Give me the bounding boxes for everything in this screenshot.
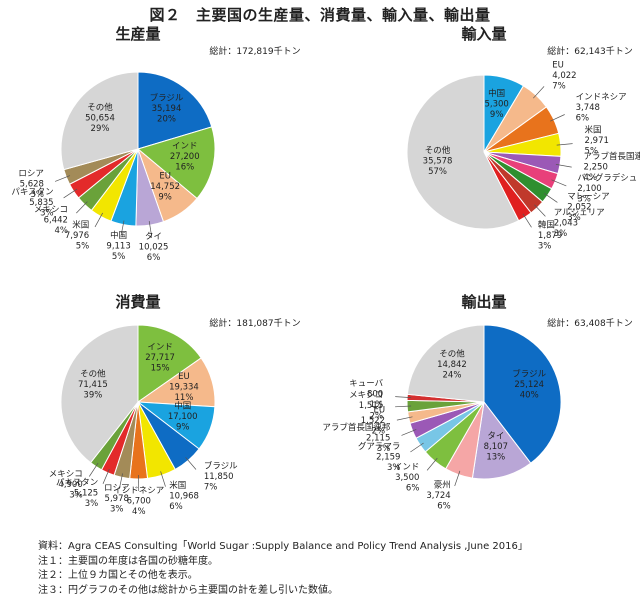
consumption-total-label: 総計：181,087千トン bbox=[209, 317, 300, 329]
leader-line bbox=[76, 202, 87, 214]
leader-line bbox=[534, 205, 545, 217]
leader-line bbox=[427, 458, 437, 470]
note-1: 注１：主要国の年度は各国の砂糖年度。 bbox=[38, 555, 528, 570]
export-title: 輸出量 bbox=[461, 293, 506, 311]
production-title: 生産量 bbox=[115, 25, 160, 43]
leader-line bbox=[186, 457, 196, 469]
consumption-title: 消費量 bbox=[115, 293, 160, 311]
import-total-label: 総計：62,143千トン bbox=[547, 45, 633, 57]
notes: 資料：Agra CEAS Consulting「World Sugar :Sup… bbox=[38, 540, 528, 598]
export-total-label: 総計：63,408千トン bbox=[547, 317, 633, 329]
leader-line bbox=[533, 86, 544, 98]
import-title: 輸入量 bbox=[461, 25, 506, 43]
source-note: 資料：Agra CEAS Consulting「World Sugar :Sup… bbox=[38, 540, 528, 555]
production-total-label: 総計：172,819千トン bbox=[209, 45, 300, 57]
note-2: 注２：上位９カ国とその他を表示。 bbox=[38, 569, 528, 584]
